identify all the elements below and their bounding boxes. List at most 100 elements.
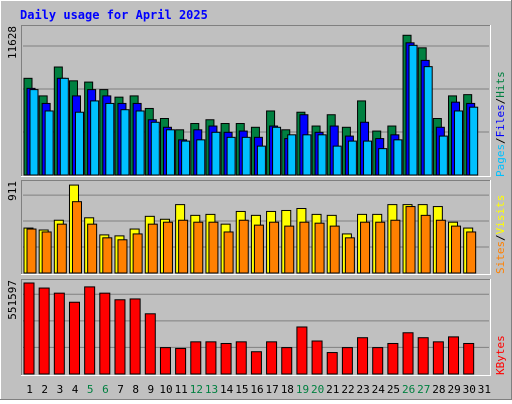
panel-visits_sites-bar-sites	[162, 221, 173, 274]
panel-visits_sites-bar-sites	[314, 222, 325, 274]
panel-kbytes-bar-kbytes	[144, 313, 156, 375]
panels-layer: 11628Pages/Files/Hits911Sites/Visits5515…	[6, 25, 507, 376]
panel-visits_sites-legend-separator: /	[494, 234, 507, 241]
panel-kbytes-bar-kbytes	[235, 341, 247, 375]
panel-hits_files_pages-legend-hits: Hits	[494, 71, 507, 98]
x-tick-label: 3	[57, 383, 64, 396]
panel-hits_files_pages-bar-pages	[59, 77, 69, 176]
panel-kbytes-bar-kbytes	[266, 341, 278, 375]
panel-kbytes-bar-kbytes	[220, 342, 232, 375]
panel-hits_files_pages-legend-separator: /	[494, 98, 507, 105]
panel-visits_sites-bar-sites	[360, 221, 371, 274]
panel-visits_sites-legend-sites: Sites	[494, 241, 507, 274]
panel-hits_files_pages-bar-pages	[302, 134, 312, 176]
x-tick-label: 31	[478, 383, 491, 396]
panel-kbytes-bar-kbytes	[205, 341, 217, 375]
panel-hits_files_pages-bar-pages	[165, 129, 175, 176]
panel-hits_files_pages-bar-pages	[135, 110, 145, 176]
x-tick-label: 30	[463, 383, 476, 396]
panel-visits_sites-bar-sites	[56, 223, 67, 274]
panel-visits_sites-max-label: 911	[6, 181, 19, 201]
panel-visits_sites-bar-sites	[71, 201, 82, 274]
x-tick-label: 28	[432, 383, 445, 396]
panel-hits_files_pages-bar-pages	[120, 109, 130, 176]
x-tick-label: 18	[281, 383, 294, 396]
panel-kbytes-bar-kbytes	[250, 351, 262, 375]
panel-hits_files_pages-bar-pages	[105, 102, 115, 176]
panel-visits_sites-bar-sites	[41, 231, 52, 274]
panel-hits_files_pages-bar-pages	[29, 89, 39, 176]
panel-kbytes-max-label: 551597	[6, 280, 19, 320]
panel-kbytes-bar-kbytes	[311, 340, 323, 375]
panel-kbytes-bar-kbytes	[463, 342, 475, 375]
panel-kbytes-bar-kbytes	[23, 282, 35, 375]
panel-visits_sites-bar-sites	[405, 206, 416, 274]
panel-hits_files_pages-bar-pages	[317, 134, 327, 176]
panel-visits_sites-bar-sites	[238, 219, 249, 274]
x-tick-label: 15	[235, 383, 248, 396]
panel-visits_sites-bar-sites	[390, 219, 401, 274]
x-tick-label: 23	[357, 383, 370, 396]
panel-kbytes-bar-kbytes	[296, 326, 308, 375]
x-tick-label: 27	[417, 383, 430, 396]
panel-hits_files_pages-bar-pages	[332, 145, 342, 176]
panel-hits_files_pages-bar-pages	[181, 140, 191, 176]
panel-kbytes-bar-kbytes	[84, 286, 96, 375]
panel-hits_files_pages-legend-pages: Pages	[494, 144, 507, 177]
panel-hits_files_pages-bar-pages	[196, 139, 206, 176]
panel-hits_files_pages-bar-pages	[272, 126, 282, 176]
panel-hits_files_pages-bar-pages	[378, 148, 388, 176]
panel-kbytes-bar-kbytes	[175, 347, 187, 375]
panel-visits_sites-bar-sites	[253, 224, 264, 274]
panel-visits_sites-bar-sites	[269, 221, 280, 274]
panel-kbytes-bar-kbytes	[114, 299, 126, 375]
panel-visits_sites-bar-sites	[223, 231, 234, 274]
panel-hits_files_pages-bar-pages	[347, 140, 357, 176]
panel-hits_files_pages-bar-pages	[454, 110, 464, 176]
panel-hits_files_pages-bar-pages	[469, 106, 479, 176]
x-tick-label: 26	[402, 383, 415, 396]
panel-visits_sites-bar-sites	[299, 221, 310, 274]
panel-kbytes-bar-kbytes	[159, 347, 171, 375]
panel-hits_files_pages-bar-pages	[408, 44, 418, 176]
x-tick-label: 12	[190, 383, 203, 396]
panel-hits_files_pages-legend-files: Files	[494, 104, 507, 137]
panel-kbytes-bar-kbytes	[448, 336, 460, 375]
x-tick-label: 1	[26, 383, 33, 396]
panel-visits_sites-bar-sites	[284, 225, 295, 274]
x-axis: 1 2 3 4 5 6 7 8 9 10 11 12 13 14 15 16 17 18 19 20 21 22 23 24 2…	[26, 383, 491, 396]
x-tick-label: 22	[341, 383, 354, 396]
panel-visits_sites-bar-sites	[420, 214, 431, 274]
panel-hits_files_pages-bar-pages	[287, 134, 297, 176]
panel-visits_sites-bar-sites	[329, 225, 340, 274]
panel-visits_sites-bar-sites	[451, 225, 462, 274]
panel-kbytes-bar-kbytes	[387, 342, 399, 375]
x-tick-label: 29	[447, 383, 460, 396]
panel-kbytes-bar-kbytes	[38, 287, 50, 375]
panel-kbytes-bar-kbytes	[190, 341, 202, 375]
panel-hits_files_pages-bar-pages	[226, 136, 236, 176]
panel-hits_files_pages-bar-pages	[90, 100, 100, 176]
panel-visits_sites-bar-sites	[132, 233, 143, 274]
panel-visits_sites-bar-sites	[435, 219, 446, 274]
panel-visits_sites-legend-visits: Visits	[494, 195, 507, 235]
panel-kbytes-bar-kbytes	[281, 347, 293, 375]
panel-hits_files_pages-bar-pages	[44, 110, 54, 176]
x-tick-label: 25	[387, 383, 400, 396]
x-tick-label: 8	[132, 383, 139, 396]
x-tick-label: 2	[41, 383, 48, 396]
panel-visits_sites-bar-sites	[193, 221, 204, 274]
panel-visits_sites-bar-sites	[117, 239, 128, 274]
panel-kbytes-bar-kbytes	[372, 347, 384, 375]
panel-kbytes-bar-kbytes	[129, 298, 141, 375]
x-tick-label: 24	[372, 383, 386, 396]
panel-hits_files_pages-bar-pages	[438, 135, 448, 176]
x-tick-label: 14	[220, 383, 234, 396]
panel-kbytes-bar-kbytes	[99, 292, 111, 375]
chart-title: Daily usage for April 2025	[20, 8, 208, 22]
panel-visits_sites-bar-sites	[147, 223, 158, 274]
panel-visits_sites-bar-sites	[178, 219, 189, 274]
panel-visits_sites-bar-sites	[375, 221, 386, 274]
panel-visits_sites-bar-sites	[26, 228, 37, 274]
